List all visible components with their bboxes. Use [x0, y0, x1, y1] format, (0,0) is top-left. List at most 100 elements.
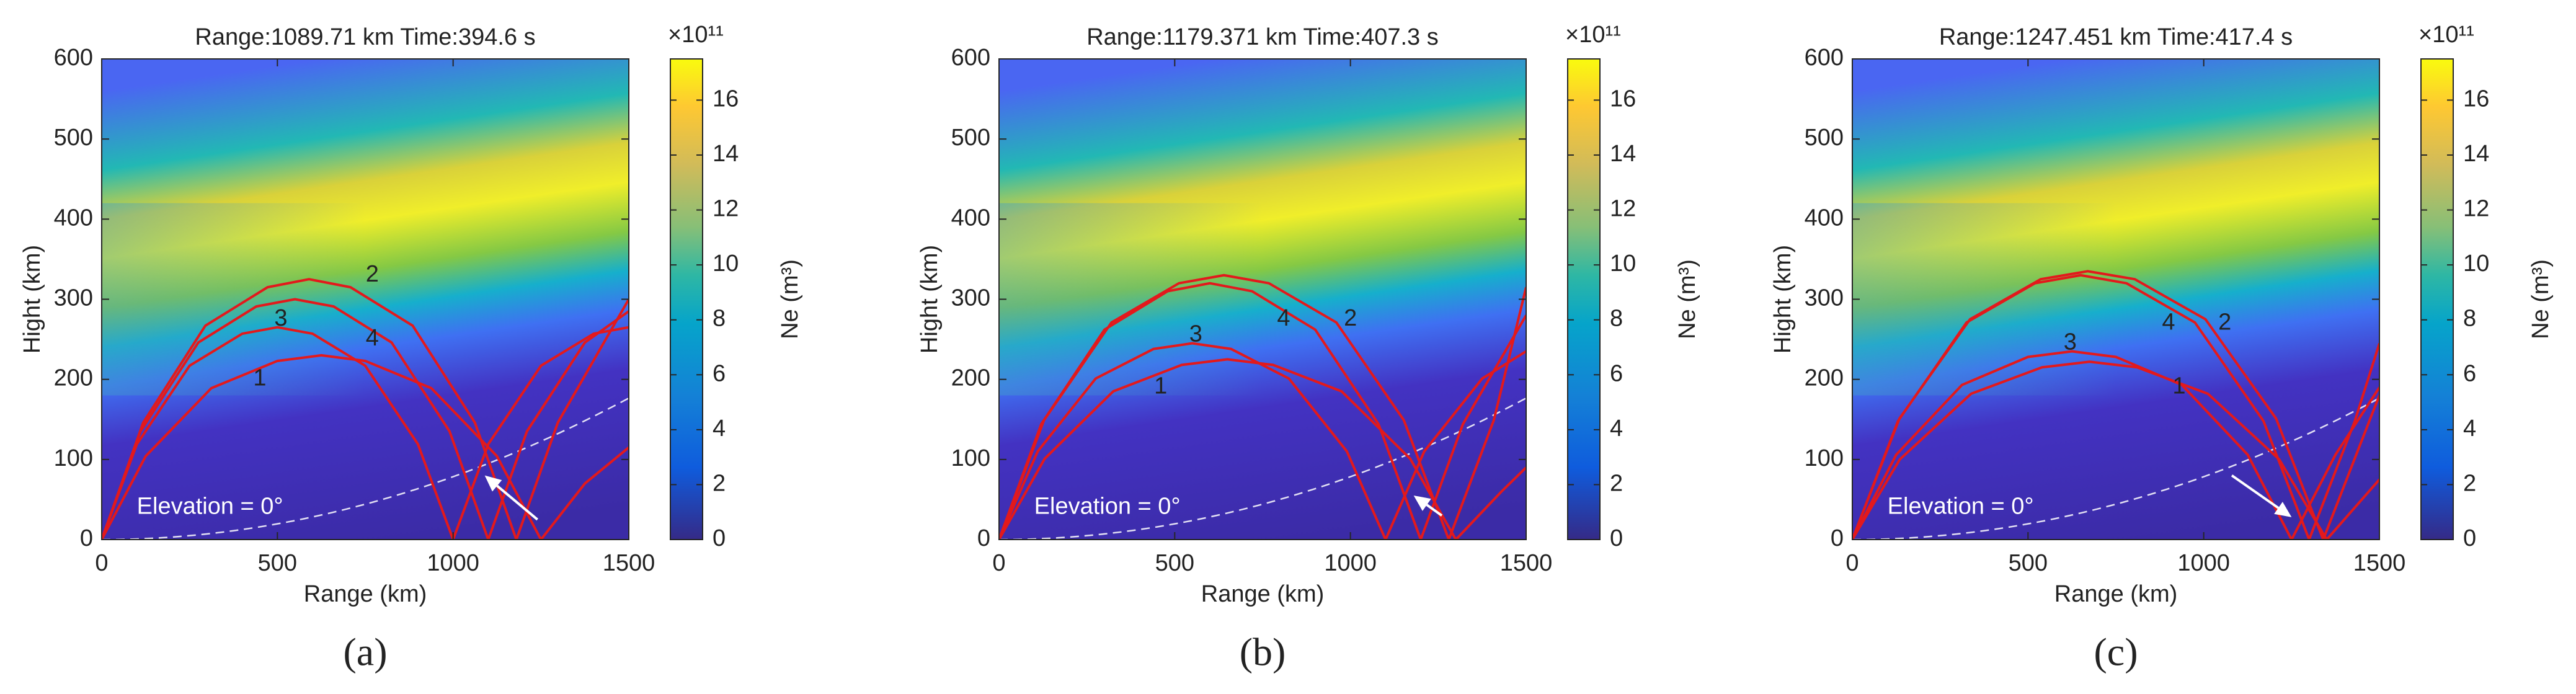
colorbar	[670, 58, 703, 540]
ray-path	[102, 278, 629, 540]
y-tick-label: 300	[1805, 285, 1844, 311]
ray-label: 1	[1154, 373, 1167, 399]
elevation-label: Elevation = 0°	[137, 493, 283, 519]
colorbar-tick-label: 12	[713, 196, 739, 222]
x-tick-label: 1500	[603, 550, 655, 576]
receiver-arrow	[496, 484, 538, 521]
colorbar-tick-label: 0	[2463, 525, 2476, 551]
y-tick-label: 600	[54, 45, 93, 71]
x-tick-label: 0	[992, 550, 1005, 576]
ray-label: 3	[274, 305, 287, 331]
y-tick-label: 100	[54, 445, 93, 471]
ray-label: 2	[1344, 305, 1357, 331]
ray-label: 3	[1189, 321, 1202, 347]
ray-path	[1852, 270, 2379, 540]
ray-path	[999, 274, 1526, 540]
colorbar	[2420, 58, 2454, 540]
x-axis-label: Range (km)	[2054, 581, 2178, 607]
colorbar-label: Ne (m³)	[777, 259, 803, 339]
colorbar-exponent: ×10¹¹	[668, 22, 724, 48]
receiver-arrow-head	[2274, 502, 2292, 517]
panel-label: (b)	[1240, 630, 1286, 674]
y-tick-label: 500	[1805, 125, 1844, 151]
chart-title: Range:1089.71 km Time:394.6 s	[195, 24, 535, 50]
x-tick-label: 500	[2009, 550, 2048, 576]
x-tick-label: 500	[258, 550, 297, 576]
ray-path	[102, 298, 629, 540]
receiver-arrow-head	[484, 475, 502, 492]
elevation-line	[1852, 397, 2380, 541]
colorbar-tick-label: 0	[713, 525, 726, 551]
colorbar-tick-label: 4	[713, 416, 726, 442]
ray-path	[102, 354, 629, 540]
colorbar-tick-label: 12	[1610, 196, 1636, 222]
ray-label: 4	[366, 325, 379, 351]
colorbar-tick-label: 2	[713, 470, 726, 496]
x-tick-label: 1000	[427, 550, 479, 576]
y-tick-label: 0	[80, 525, 93, 551]
density-fade	[1852, 203, 2379, 396]
ray-label: 2	[366, 261, 379, 287]
colorbar-tick-label: 6	[713, 360, 726, 386]
y-tick-label: 600	[951, 45, 990, 71]
elevation-label: Elevation = 0°	[1888, 493, 2034, 519]
colorbar-tick-label: 14	[1610, 141, 1636, 167]
rays	[999, 274, 1526, 540]
ray-path	[102, 326, 629, 540]
panel-label: (a)	[343, 630, 387, 674]
y-tick-label: 100	[1805, 445, 1844, 471]
x-tick-label: 0	[1845, 550, 1859, 576]
density-fade	[999, 203, 1526, 396]
receiver-arrow-head	[1413, 495, 1431, 511]
y-tick-label: 0	[977, 525, 990, 551]
colorbar-tick-label: 2	[2463, 470, 2476, 496]
ray-label: 1	[253, 365, 266, 391]
ray-label: 1	[2172, 373, 2185, 399]
receiver-arrow	[1426, 504, 1443, 517]
colorbar-tick-label: 14	[2463, 141, 2489, 167]
colorbar-tick-label: 4	[2463, 416, 2476, 442]
colorbar-tick-label: 8	[2463, 306, 2476, 332]
colorbar-tick-label: 12	[2463, 196, 2489, 222]
colorbar	[1567, 58, 1601, 540]
colorbar-label: Ne (m³)	[1674, 259, 1700, 339]
y-tick-label: 200	[54, 365, 93, 391]
x-tick-label: 1000	[2177, 550, 2230, 576]
y-axis-label: Hight (km)	[917, 245, 943, 354]
elevation-label: Elevation = 0°	[1034, 493, 1181, 519]
colorbar-tick-label: 10	[1610, 251, 1636, 277]
x-tick-label: 1500	[2353, 550, 2406, 576]
ray-path	[999, 358, 1526, 540]
colorbar-tick-label: 6	[1610, 360, 1623, 386]
x-tick-label: 500	[1155, 550, 1194, 576]
y-tick-label: 200	[1805, 365, 1844, 391]
colorbar-exponent: ×10¹¹	[1565, 22, 1621, 48]
y-axis-label: Hight (km)	[1770, 245, 1796, 354]
ray-path	[1852, 350, 2379, 540]
colorbar-tick-label: 0	[1610, 525, 1623, 551]
y-tick-label: 500	[54, 125, 93, 151]
x-tick-label: 1000	[1324, 550, 1377, 576]
colorbar-label: Ne (m³)	[2528, 259, 2554, 339]
y-tick-label: 500	[951, 125, 990, 151]
ray-label: 4	[1277, 305, 1290, 331]
panel-label: (c)	[2094, 630, 2138, 674]
y-tick-label: 600	[1805, 45, 1844, 71]
ray-path	[1852, 360, 2379, 540]
colorbar-tick-label: 10	[2463, 251, 2489, 277]
y-tick-label: 100	[951, 445, 990, 471]
colorbar-tick-label: 10	[713, 251, 739, 277]
y-tick-label: 300	[54, 285, 93, 311]
colorbar-tick-label: 16	[2463, 86, 2489, 112]
receiver-arrow	[2231, 474, 2280, 509]
y-tick-label: 300	[951, 285, 990, 311]
y-tick-label: 400	[54, 205, 93, 231]
y-axis-label: Hight (km)	[19, 245, 45, 354]
x-axis-label: Range (km)	[304, 581, 427, 607]
colorbar-tick-label: 16	[1610, 86, 1636, 112]
colorbar-tick-label: 8	[1610, 306, 1623, 332]
elevation-line	[998, 397, 1527, 541]
colorbar-tick-label: 8	[713, 306, 726, 332]
density-fade	[102, 203, 629, 396]
